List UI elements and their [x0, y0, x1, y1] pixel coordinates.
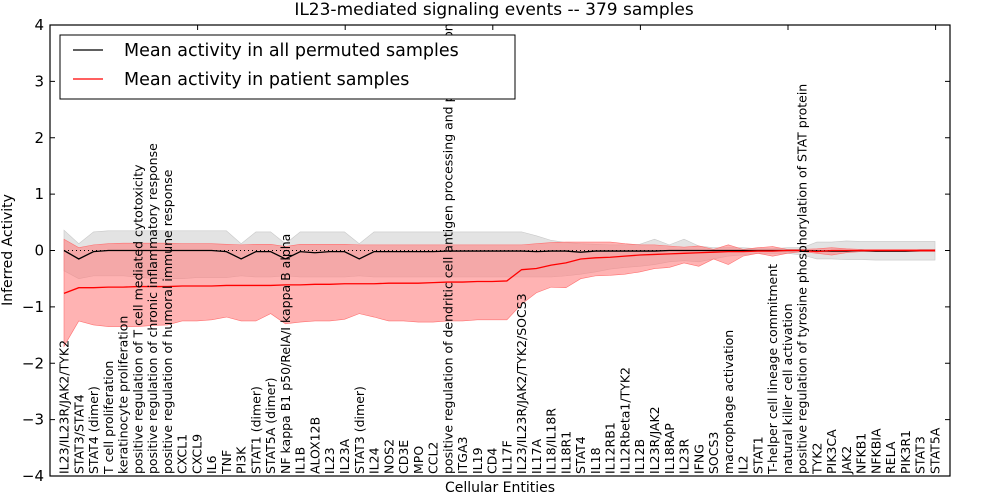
x-tick-label: IL2 — [736, 455, 751, 474]
band-patient — [63, 238, 936, 348]
x-tick-label: STAT4 (dimer) — [86, 386, 101, 474]
x-tick-label: RELA — [883, 441, 898, 474]
x-tick-label: CXCL1 — [175, 434, 190, 474]
y-axis: 4 3 2 1 0 −1 −2 −3 −4 — [22, 16, 950, 485]
x-tick-label: CD4 — [485, 448, 500, 474]
x-tick-label: T cell proliferation — [101, 361, 116, 475]
y-tick-label: −1 — [22, 298, 44, 316]
x-tick-label: IL17F — [499, 440, 514, 474]
x-tick-label: IL6 — [204, 455, 219, 474]
x-tick-label: positive regulation of dendritic cell an… — [440, 23, 455, 474]
x-tick-label: IFNG — [691, 444, 706, 474]
y-tick-label: −2 — [22, 354, 44, 372]
legend-label-patient: Mean activity in patient samples — [124, 70, 409, 90]
legend-label-permuted: Mean activity in all permuted samples — [124, 41, 459, 61]
x-tick-label: IL17A — [529, 438, 544, 474]
x-tick-label: JAK2 — [839, 446, 854, 475]
y-tick-label: −4 — [22, 467, 44, 485]
x-tick-label: IL23R/JAK2 — [647, 406, 662, 474]
y-axis-label: Inferred Activity — [0, 194, 16, 306]
y-tick-label: −3 — [22, 411, 44, 429]
x-tick-label: CXCL9 — [189, 434, 204, 474]
x-tick-label: CD3E — [396, 440, 411, 474]
x-tick-label: STAT3/STAT4 — [71, 394, 86, 474]
x-tick-label: IL1B — [293, 447, 308, 474]
x-tick-label: positive regulation of humoral immune re… — [160, 169, 175, 474]
y-tick-label: 3 — [34, 72, 44, 90]
x-tick-label: IL18R1 — [558, 431, 573, 474]
x-tick-label: NOS2 — [381, 439, 396, 474]
x-tick-label: IL12Rbeta1/TYK2 — [617, 367, 632, 474]
x-tick-label: STAT1 — [750, 436, 765, 474]
x-tick-label: SOCS3 — [706, 432, 721, 474]
x-tick-label: IL23A — [337, 438, 352, 474]
lines-layer — [63, 249, 936, 294]
chart-title: IL23-mediated signaling events -- 379 sa… — [294, 0, 694, 20]
x-tick-label: IL24 — [367, 447, 382, 474]
x-tick-label: IL23R — [677, 438, 692, 474]
y-tick-label: 2 — [34, 129, 44, 147]
x-tick-label: NFKBIA — [868, 428, 883, 474]
line-patient — [63, 249, 935, 294]
x-tick-label: T-helper cell lineage commitment — [765, 264, 780, 475]
x-tick-label: positive regulation of T cell mediated c… — [130, 164, 145, 474]
x-tick-label: MPO — [411, 446, 426, 474]
x-tick-label: keratinocyte proliferation — [116, 316, 131, 474]
x-tick-label: IL23/IL23R/JAK2/TYK2 — [57, 340, 72, 474]
x-tick-label: ALOX12B — [307, 417, 322, 474]
y-tick-label: 1 — [34, 185, 44, 203]
plot-frame — [49, 24, 951, 477]
x-tick-label: positive regulation of tyrosine phosphor… — [795, 84, 810, 474]
y-tick-label: 4 — [34, 16, 44, 34]
x-tick-label: natural killer cell activation — [780, 303, 795, 474]
x-tick-label: NFKB1 — [854, 433, 869, 474]
x-tick-label: CCL2 — [426, 442, 441, 474]
x-tick-label: STAT5A (dimer) — [263, 378, 278, 474]
bands-layer — [63, 229, 936, 348]
x-tick-label: IL12RB1 — [603, 422, 618, 474]
x-tick-label: TYK2 — [809, 443, 824, 475]
x-tick-label: macrophage activation — [721, 330, 736, 474]
x-tick-label: PI3K — [234, 446, 249, 474]
x-tick-label: STAT5A — [928, 427, 943, 474]
legend: Mean activity in all permuted samples Me… — [59, 34, 516, 100]
x-tick-label: IL18 — [588, 447, 603, 474]
x-tick-label: STAT4 — [573, 436, 588, 474]
y-tick-label: 0 — [34, 242, 44, 260]
x-tick-label: positive regulation of chronic inflammat… — [145, 143, 160, 474]
legend-box — [59, 34, 516, 100]
x-tick-label: PIK3R1 — [898, 430, 913, 474]
x-tick-label: PIK3CA — [824, 429, 839, 474]
x-tick-label: IL19 — [470, 447, 485, 474]
x-tick-label: STAT1 (dimer) — [248, 386, 263, 474]
x-tick-label: IL23/IL23R/JAK2/TYK2/SOCS3 — [514, 293, 529, 474]
x-tick-label: STAT3 (dimer) — [352, 386, 367, 474]
x-tick-labels: IL23/IL23R/JAK2/TYK2 STAT3/STAT4 STAT4 (di… — [57, 23, 943, 475]
x-tick-label: TNF — [219, 450, 234, 475]
x-tick-label: IL12B — [632, 439, 647, 474]
x-tick-label: IL23 — [322, 447, 337, 474]
x-tick-label: IL18/IL18R — [544, 408, 559, 474]
x-tick-label: IL18RAP — [662, 423, 677, 474]
x-axis-label: Cellular Entities — [445, 480, 555, 496]
x-tick-label: NF kappa B1 p50/RelA/I kappa B alpha — [278, 234, 293, 474]
x-tick-label: ITGA3 — [455, 436, 470, 474]
x-tick-label: STAT3 — [913, 436, 928, 474]
